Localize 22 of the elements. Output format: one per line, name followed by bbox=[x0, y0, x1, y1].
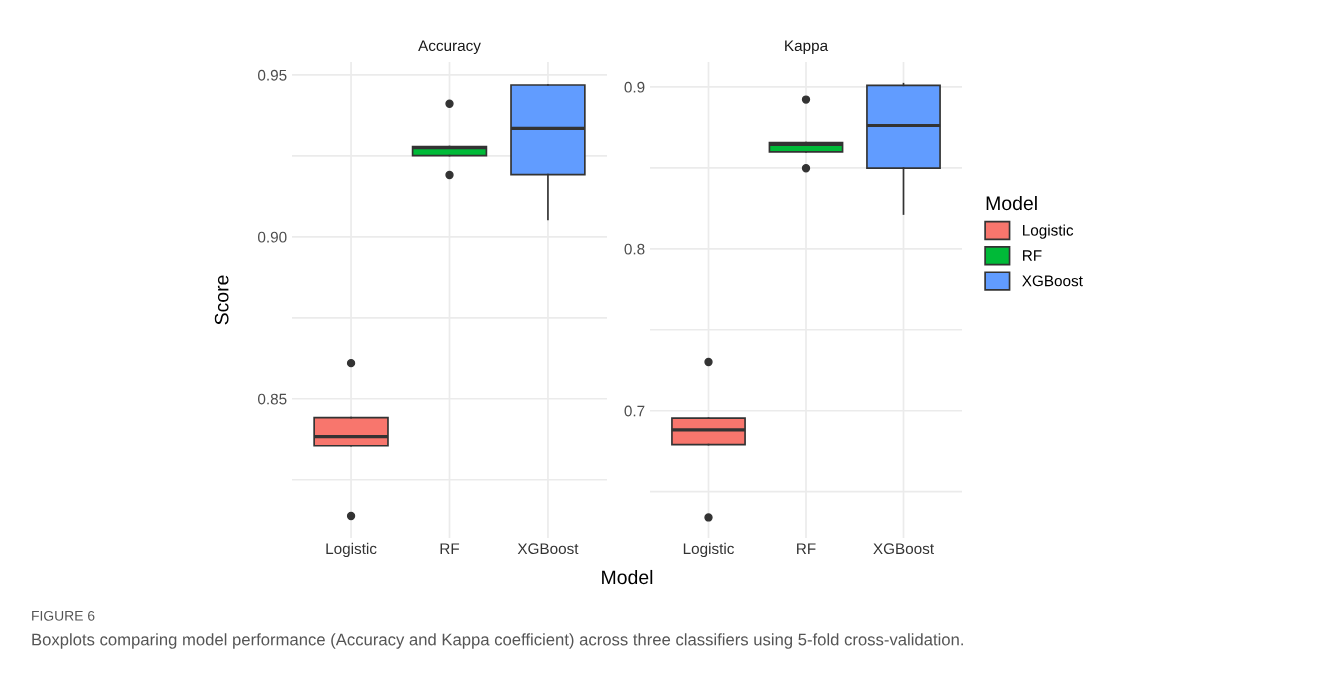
x-axis-title: Model bbox=[602, 569, 653, 585]
chart-title: Kappa bbox=[785, 40, 829, 55]
legend-label: RF bbox=[1023, 250, 1042, 261]
y-tick-label: 0.85 bbox=[258, 393, 287, 405]
y-tick-label: 0.95 bbox=[258, 69, 287, 81]
y-tick-label: 0.9 bbox=[624, 81, 645, 93]
legend-label: Logistic bbox=[1023, 224, 1074, 239]
text: Boxplots comparing model performance (Accuracy and Kappa coefficient) across three classifiers using 5-fold cross-validation. bbox=[32, 633, 963, 649]
x-tick-label: Logistic bbox=[683, 542, 734, 558]
y-tick-label: 0.8 bbox=[624, 243, 645, 255]
y-axis-title: Score bbox=[214, 275, 229, 325]
x-tick-label: XGBoost bbox=[873, 543, 934, 555]
legend-title: Model bbox=[986, 195, 1037, 211]
x-tick-label: XGBoost bbox=[517, 543, 579, 555]
caption: FIGURE 6 bbox=[32, 610, 95, 621]
x-tick-label: RF bbox=[797, 543, 816, 554]
x-tick-label: RF bbox=[440, 543, 460, 554]
chart-title: Accuracy bbox=[418, 40, 481, 55]
y-tick-label: 0.90 bbox=[258, 231, 287, 243]
x-tick-label: Logistic bbox=[326, 542, 377, 558]
y-tick-label: 0.7 bbox=[624, 405, 645, 417]
legend-label: XGBoost bbox=[1022, 275, 1083, 287]
